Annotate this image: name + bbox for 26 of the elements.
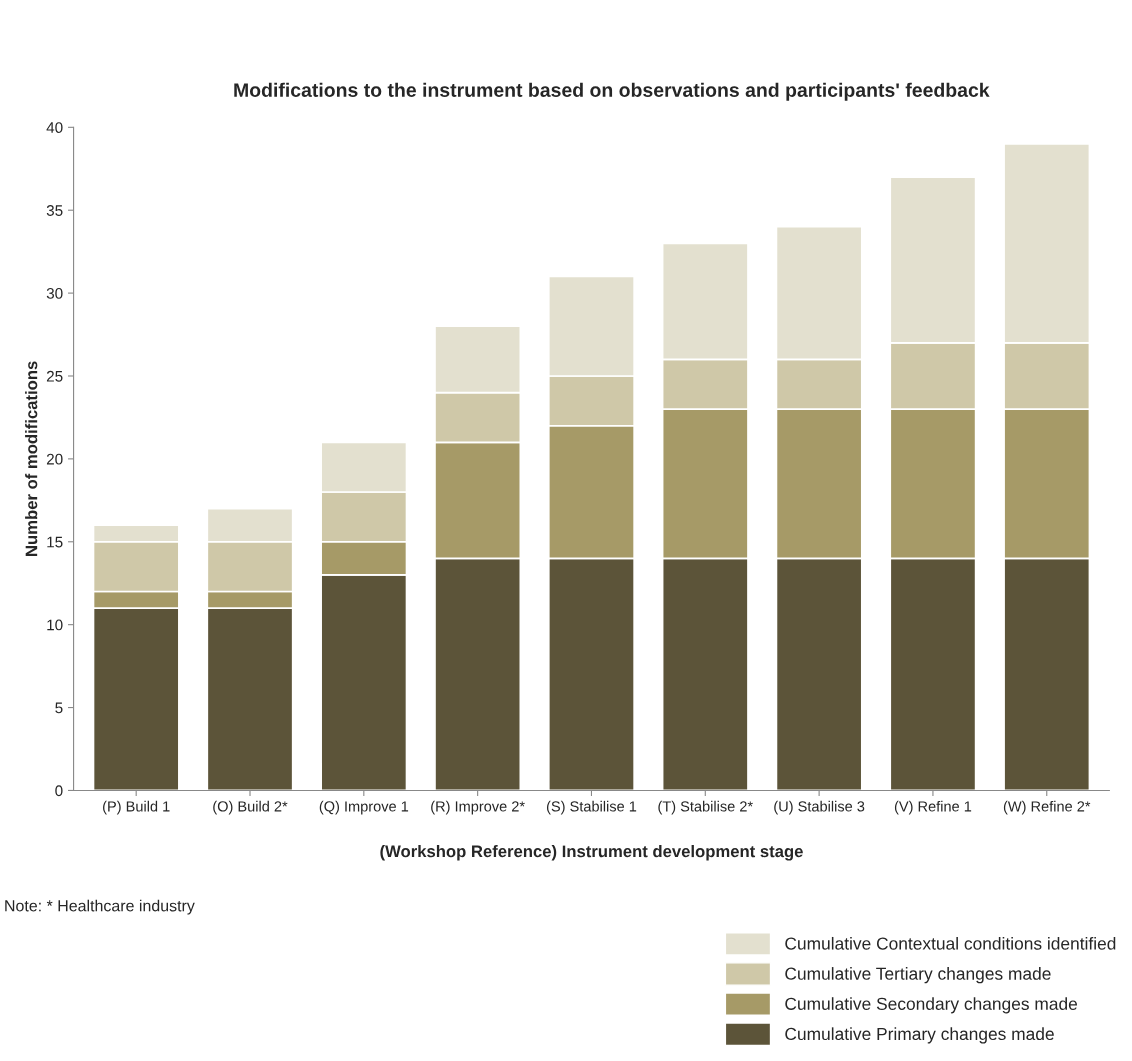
y-tick-label: 25 [46,370,63,382]
text: Note: * Healthcare industry [5,899,195,915]
y-tick-label: 5 [55,702,63,714]
y-tick-label: 0 [55,785,63,797]
x-tick-label: (W) Refine 2* [1003,800,1091,815]
y-tick-label: 30 [46,287,63,299]
x-tick-label: (T) Stabilise 2* [658,800,753,815]
x-tick-label: (O) Build 2* [213,800,288,815]
y-axis-title: Number of modifications [25,361,38,556]
y-tick-label: 35 [46,205,63,216]
x-tick-label: (S) Stabilise 1 [546,800,637,815]
x-axis-title: (Workshop Reference) Instrument development stage [380,845,803,861]
legend-label: Cumulative Primary changes made [785,1027,1054,1044]
y-tick-label: 15 [47,536,63,548]
x-tick-label: (P) Build 1 [103,800,170,815]
x-tick-label: (R) Improve 2* [431,800,525,815]
x-tick-label: (Q) Improve 1 [319,800,409,815]
legend-label: Cumulative Tertiary changes made [785,967,1051,984]
y-tick-label: 10 [47,619,63,631]
y-tick-label: 20 [46,453,63,465]
legend-label: Cumulative Contextual conditions identified [785,936,1116,950]
x-tick-label: (U) Stabilise 3 [774,800,865,815]
chart-title: Modifications to the instrument based on observations and participants' feedback [234,82,990,101]
x-tick-label: (V) Refine 1 [894,800,972,815]
y-tick-label: 40 [46,122,63,134]
legend-label: Cumulative Secondary changes made [785,997,1078,1014]
